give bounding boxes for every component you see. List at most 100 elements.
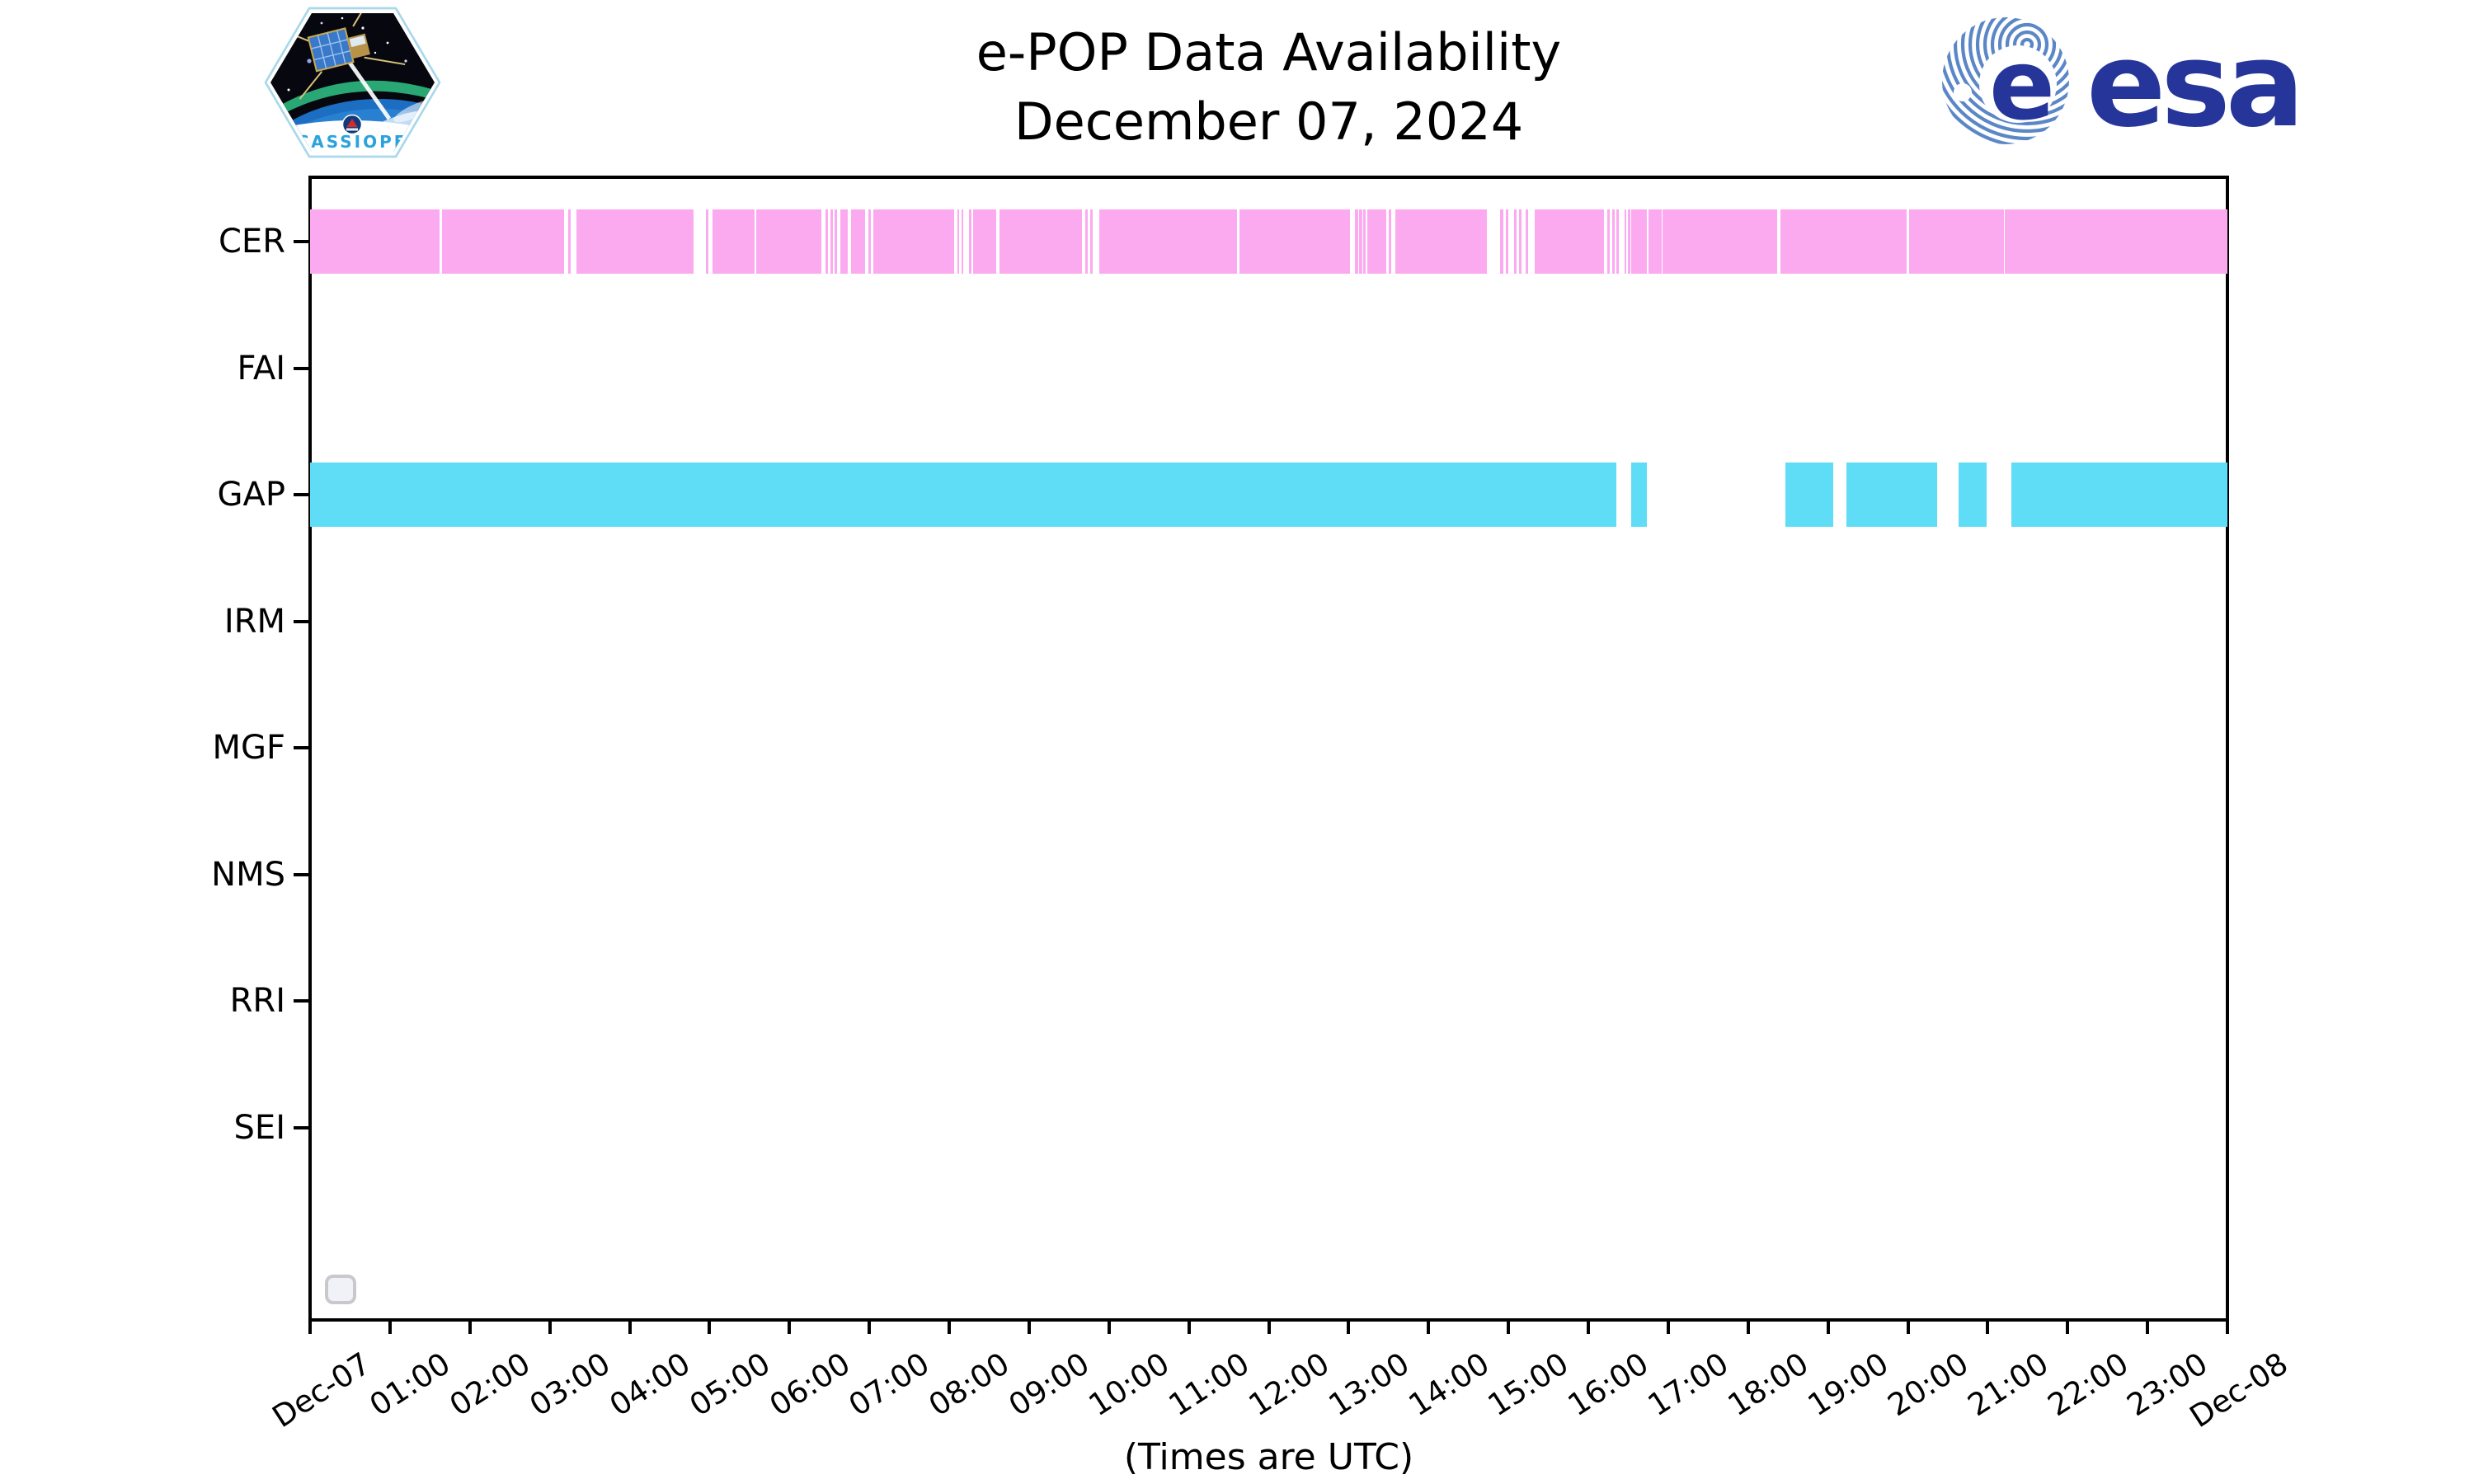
availability-segment-CER: [1239, 209, 1350, 274]
availability-segment-CER: [961, 209, 964, 274]
availability-segment-CER: [1780, 209, 1907, 274]
x-tick-mark: [628, 1320, 632, 1334]
y-tick-mark: [294, 1125, 310, 1129]
y-tick-mark: [294, 619, 310, 623]
availability-segment-CER: [957, 209, 960, 274]
plot-area: [294, 176, 2229, 1334]
y-tick-label-FAI: FAI: [237, 349, 286, 387]
x-tick-label-03:00: 03:00: [523, 1345, 617, 1424]
availability-segment-CER: [576, 209, 694, 274]
availability-segment-GAP: [2011, 463, 2227, 527]
y-tick-label-IRM: IRM: [223, 602, 285, 641]
cassiope-mission-patch: CASSIOPE: [264, 7, 441, 158]
availability-segment-CER: [1648, 209, 1662, 274]
x-tick-mark: [1187, 1320, 1191, 1334]
availability-segment-CER: [1099, 209, 1237, 274]
x-tick-mark: [1587, 1320, 1590, 1334]
x-tick-label-01:00: 01:00: [363, 1345, 457, 1424]
y-tick-mark: [294, 240, 310, 243]
availability-segment-CER: [705, 209, 708, 274]
x-tick-label-12:00: 12:00: [1242, 1345, 1336, 1424]
availability-segment-GAP: [1630, 463, 1648, 527]
y-tick-mark: [294, 366, 310, 370]
x-tick-mark: [868, 1320, 872, 1334]
availability-segment-CER: [1500, 209, 1503, 274]
availability-segment-CER: [1505, 209, 1509, 274]
y-tick-label-NMS: NMS: [211, 855, 285, 894]
availability-segment-CER: [712, 209, 755, 274]
x-tick-mark: [1427, 1320, 1431, 1334]
y-tick-mark: [294, 746, 310, 749]
availability-segment-CER: [868, 209, 871, 274]
x-tick-mark: [2146, 1320, 2150, 1334]
x-tick-label-22:00: 22:00: [2041, 1345, 2135, 1424]
y-tick-label-CER: CER: [219, 223, 285, 261]
availability-segment-GAP: [1958, 463, 1987, 527]
availability-segment-CER: [441, 209, 565, 274]
x-tick-label-21:00: 21:00: [1961, 1345, 2055, 1424]
x-tick-label-09:00: 09:00: [1002, 1345, 1096, 1424]
availability-segment-CER: [840, 209, 849, 274]
x-tick-mark: [1267, 1320, 1271, 1334]
availability-segment-CER: [1366, 209, 1386, 274]
x-tick-mark: [1906, 1320, 1910, 1334]
availability-segment-CER: [1663, 209, 1778, 274]
esa-logo: e esa: [1942, 17, 2305, 153]
title-line-2: December 07, 2024: [1014, 92, 1524, 152]
x-tick-mark: [388, 1320, 392, 1334]
x-tick-label-19:00: 19:00: [1801, 1345, 1895, 1424]
x-tick-label-02:00: 02:00: [443, 1345, 537, 1424]
legend-box: [325, 1275, 356, 1304]
y-tick-label-RRI: RRI: [229, 982, 285, 1020]
availability-segment-CER: [850, 209, 866, 274]
availability-segment-CER: [1628, 209, 1630, 274]
availability-segment-CER: [1519, 209, 1522, 274]
x-tick-mark: [468, 1320, 472, 1334]
y-tick-mark: [294, 999, 310, 1003]
x-tick-mark: [1826, 1320, 1830, 1334]
x-tick-label-07:00: 07:00: [843, 1345, 936, 1424]
svg-text:e: e: [1989, 28, 2055, 142]
x-tick-label-16:00: 16:00: [1562, 1345, 1655, 1424]
x-tick-label-15:00: 15:00: [1482, 1345, 1575, 1424]
x-tick-label-20:00: 20:00: [1881, 1345, 1975, 1424]
availability-segment-CER: [825, 209, 829, 274]
x-tick-mark: [548, 1320, 552, 1334]
availability-segment-CER: [999, 209, 1083, 274]
x-tick-label-05:00: 05:00: [683, 1345, 777, 1424]
availability-segment-CER: [973, 209, 996, 274]
availability-segment-CER: [1606, 209, 1610, 274]
esa-wordmark: esa: [2086, 17, 2300, 153]
availability-segment-CER: [1535, 209, 1605, 274]
availability-row-GAP: [310, 463, 2227, 527]
x-tick-mark: [1107, 1320, 1111, 1334]
availability-segment-CER: [1624, 209, 1627, 274]
availability-segment-CER: [830, 209, 833, 274]
x-tick-label-06:00: 06:00: [763, 1345, 857, 1424]
y-tick-mark: [294, 872, 310, 876]
y-tick-label-MGF: MGF: [212, 729, 285, 767]
availability-segment-CER: [1630, 209, 1648, 274]
x-tick-label-18:00: 18:00: [1721, 1345, 1815, 1424]
x-tick-mark: [2066, 1320, 2070, 1334]
availability-segment-GAP: [1785, 463, 1834, 527]
x-tick-mark: [708, 1320, 712, 1334]
availability-segment-CER: [568, 209, 571, 274]
x-tick-label-14:00: 14:00: [1402, 1345, 1496, 1424]
x-tick-mark: [1666, 1320, 1670, 1334]
availability-segment-CER: [1616, 209, 1620, 274]
availability-segment-CER: [310, 209, 440, 274]
availability-segment-CER: [1395, 209, 1488, 274]
availability-segment-CER: [1909, 209, 2004, 274]
availability-segment-CER: [755, 209, 821, 274]
x-tick-label-13:00: 13:00: [1322, 1345, 1416, 1424]
availability-segment-GAP: [310, 463, 1616, 527]
availability-segment-GAP: [1846, 463, 1937, 527]
x-tick-label-11:00: 11:00: [1162, 1345, 1256, 1424]
availability-row-CER: [310, 209, 2227, 274]
x-tick-mark: [1507, 1320, 1511, 1334]
x-tick-label-10:00: 10:00: [1082, 1345, 1176, 1424]
availability-segment-CER: [1513, 209, 1517, 274]
chart-title: e-POP Data Availability December 07, 202…: [310, 18, 2227, 157]
